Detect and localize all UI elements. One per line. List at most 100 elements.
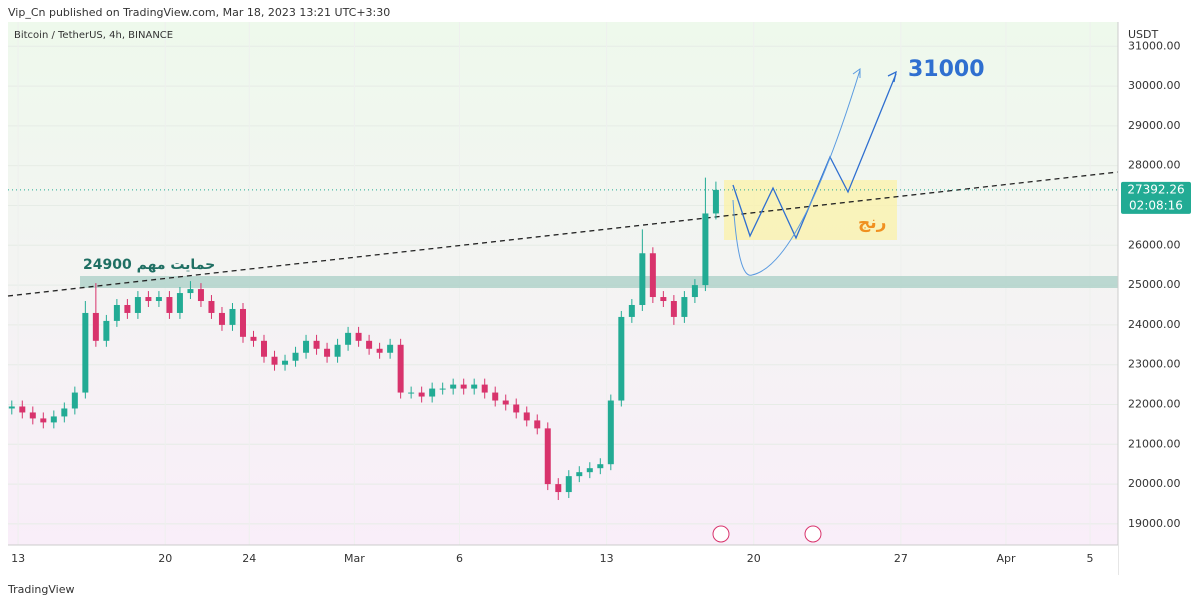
candle-body bbox=[208, 301, 215, 313]
event-icon bbox=[712, 525, 730, 543]
arrow-head bbox=[887, 70, 897, 83]
candle-body bbox=[61, 408, 68, 417]
candle-body bbox=[50, 416, 57, 423]
symbol-title: Bitcoin / TetherUS, 4h, BINANCE bbox=[14, 30, 173, 41]
candle-body bbox=[387, 344, 394, 353]
support-annotation: 24900 حمایت مهم bbox=[83, 257, 215, 273]
candle-body bbox=[145, 297, 152, 302]
axis-unit: USDT bbox=[1128, 28, 1159, 41]
candle-body bbox=[376, 348, 383, 353]
candle-body bbox=[628, 304, 635, 317]
candle-body bbox=[576, 472, 583, 477]
y-tick-label: 23000.00 bbox=[1128, 358, 1181, 371]
candle-body bbox=[660, 297, 667, 302]
candle-body bbox=[134, 297, 141, 313]
x-tick-label: Mar bbox=[344, 552, 365, 565]
y-tick-label: 21000.00 bbox=[1128, 437, 1181, 450]
event-icon bbox=[804, 525, 822, 543]
candle-body bbox=[565, 476, 572, 493]
projection-curve bbox=[732, 69, 861, 276]
candle-body bbox=[681, 297, 688, 317]
y-tick-label: 31000.00 bbox=[1128, 39, 1181, 52]
x-tick-label: 20 bbox=[747, 552, 761, 565]
x-tick-label: 13 bbox=[600, 552, 614, 565]
candle-body bbox=[29, 412, 36, 419]
last-price-label: 27392.26 bbox=[1127, 182, 1184, 196]
candle-body bbox=[691, 285, 698, 298]
candle-body bbox=[282, 360, 289, 365]
candle-body bbox=[492, 392, 499, 401]
candle-body bbox=[418, 392, 425, 397]
y-tick-label: 26000.00 bbox=[1128, 238, 1181, 251]
candle-body bbox=[197, 289, 204, 302]
y-tick-label: 28000.00 bbox=[1128, 159, 1181, 172]
candle-body bbox=[355, 332, 362, 341]
candle-body bbox=[187, 289, 194, 294]
candle-body bbox=[618, 316, 625, 401]
candle-body bbox=[649, 253, 656, 298]
candle-body bbox=[155, 297, 162, 302]
candle-body bbox=[239, 308, 246, 337]
candle-body bbox=[82, 312, 89, 393]
publish-header: Vip_Cn published on TradingView.com, Mar… bbox=[8, 6, 390, 19]
candle-body bbox=[271, 356, 278, 365]
candle-body bbox=[303, 340, 310, 353]
candle-body bbox=[71, 392, 78, 409]
y-tick-label: 25000.00 bbox=[1128, 278, 1181, 291]
x-tick-label: 13 bbox=[11, 552, 25, 565]
candle-body bbox=[555, 484, 562, 493]
y-tick-label: 29000.00 bbox=[1128, 119, 1181, 132]
x-tick-label: 5 bbox=[1087, 552, 1094, 565]
support-zone bbox=[80, 276, 1118, 288]
footer-logo: TradingView bbox=[7, 583, 74, 596]
candle-body bbox=[40, 418, 47, 423]
candle-body bbox=[408, 392, 415, 394]
candle-body bbox=[166, 297, 173, 313]
projection-path bbox=[732, 73, 897, 240]
candle-body bbox=[292, 352, 299, 361]
x-tick-label: Apr bbox=[996, 552, 1016, 565]
range-annotation: رنج bbox=[858, 213, 886, 233]
candle-body bbox=[8, 406, 15, 409]
y-tick-label: 19000.00 bbox=[1128, 517, 1181, 530]
y-tick-label: 22000.00 bbox=[1128, 397, 1181, 410]
arrow-head bbox=[852, 68, 861, 78]
candle-body bbox=[639, 253, 646, 305]
candle-body bbox=[502, 400, 509, 405]
candle-body bbox=[513, 404, 520, 413]
price-axis bbox=[1118, 22, 1200, 575]
y-tick-label: 30000.00 bbox=[1128, 79, 1181, 92]
time-axis bbox=[0, 545, 1118, 575]
candle-body bbox=[345, 332, 352, 345]
candle-body bbox=[92, 312, 99, 341]
last-price-marker bbox=[1121, 181, 1191, 214]
candle-body bbox=[429, 388, 436, 397]
candle-body bbox=[113, 304, 120, 321]
candle-body bbox=[334, 344, 341, 357]
candle-body bbox=[471, 384, 478, 389]
candle-body bbox=[366, 340, 373, 349]
countdown-label: 02:08:16 bbox=[1129, 198, 1183, 212]
candle-body bbox=[229, 308, 236, 325]
candle-body bbox=[523, 412, 530, 421]
candle-body bbox=[19, 406, 26, 413]
candle-body bbox=[450, 384, 457, 389]
candle-body bbox=[124, 304, 131, 313]
candle-body bbox=[103, 320, 110, 341]
candle-body bbox=[670, 301, 677, 317]
candle-body bbox=[261, 340, 268, 357]
candle-body bbox=[607, 400, 614, 465]
candle-body bbox=[702, 213, 709, 286]
trendline bbox=[7, 171, 1119, 297]
candle-body bbox=[712, 189, 719, 214]
target-annotation: 31000 bbox=[908, 57, 985, 82]
axes: 19000.00 20000.00 21000.00 22000.00 23000.00… bbox=[11, 39, 1191, 565]
candle-body bbox=[176, 293, 183, 313]
candle-body bbox=[597, 464, 604, 469]
candle-body bbox=[544, 428, 551, 485]
x-tick-label: 6 bbox=[456, 552, 463, 565]
candle-body bbox=[481, 384, 488, 393]
candle-body bbox=[439, 388, 446, 390]
x-tick-label: 27 bbox=[894, 552, 908, 565]
candle-body bbox=[250, 336, 257, 341]
